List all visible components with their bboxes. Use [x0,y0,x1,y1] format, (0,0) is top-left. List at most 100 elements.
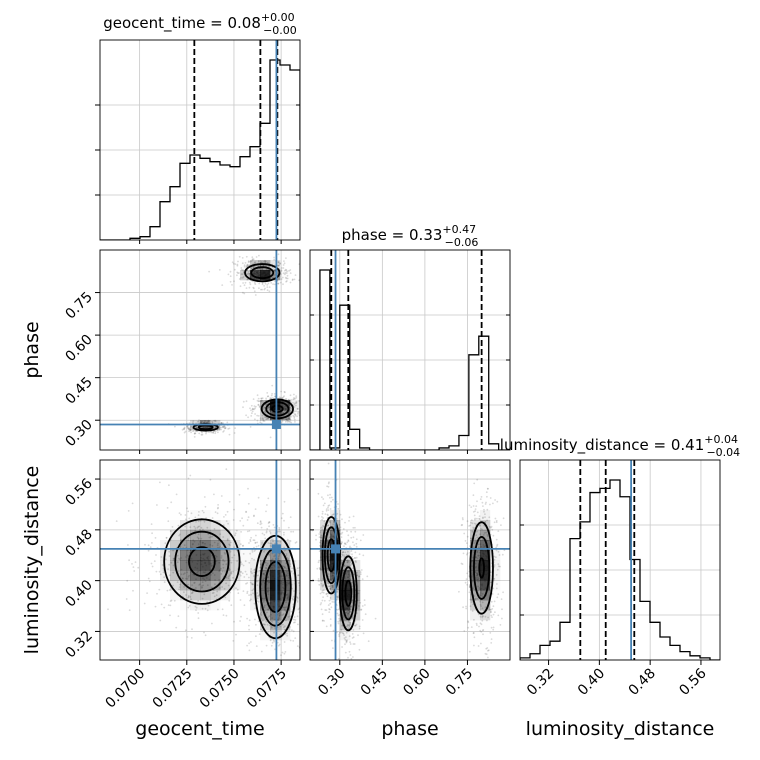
sample-point-geocent_time-vs-luminosity_distance-1-359 [294,621,296,624]
sample-point-geocent_time-vs-phase-2-227 [208,270,211,273]
sample-point-geocent_time-vs-phase-1-68 [245,414,248,417]
histogram-luminosity_distance [520,479,720,660]
sample-point-geocent_time-vs-luminosity_distance-0-405 [159,573,162,576]
sample-point-phase-vs-luminosity_distance-0-176 [315,534,317,537]
sample-point-geocent_time-vs-luminosity_distance-1-308 [260,614,263,616]
sample-point-geocent_time-vs-luminosity_distance-1-527 [250,598,252,601]
sample-point-geocent_time-vs-luminosity_distance-0-263 [232,519,235,521]
sample-point-geocent_time-vs-phase-0-286 [221,426,224,429]
sample-point-phase-vs-luminosity_distance-1-36 [341,625,343,627]
sample-point-geocent_time-vs-phase-1-350 [264,411,267,413]
density-cell-geocent_time-vs-luminosity_distance-9-7 [190,580,201,591]
sample-point-geocent_time-vs-phase-0-115 [188,430,190,433]
sample-point-geocent_time-vs-phase-2-167 [264,260,267,263]
sample-point-geocent_time-vs-phase-2-210 [250,260,253,263]
sample-point-geocent_time-vs-phase-1-110 [280,412,283,414]
density-cell-geocent_time-vs-luminosity_distance-10-6 [200,590,211,601]
sample-point-geocent_time-vs-phase-0-20 [217,431,219,434]
sample-point-geocent_time-vs-phase-2-92 [258,282,261,285]
sample-point-geocent_time-vs-luminosity_distance-1-42 [251,583,254,586]
sample-point-phase-vs-luminosity_distance-2-370 [487,656,489,659]
sample-point-geocent_time-vs-luminosity_distance-1-551 [259,523,262,526]
sample-point-geocent_time-vs-luminosity_distance-1-303 [281,512,284,515]
sample-point-geocent_time-vs-luminosity_distance-1-457 [293,616,296,618]
sample-point-phase-vs-luminosity_distance-0-415 [322,596,324,598]
density-cell-geocent_time-vs-phase-19-4 [290,400,300,411]
sample-point-geocent_time-vs-luminosity_distance-1-70 [258,633,261,635]
sample-point-geocent_time-vs-luminosity_distance-1-416 [246,582,249,584]
sample-point-geocent_time-vs-phase-0-335 [195,426,198,429]
sample-point-geocent_time-vs-luminosity_distance-0-452 [177,570,180,573]
sample-point-geocent_time-vs-luminosity_distance-0-406 [184,525,187,528]
hist-panel-luminosity_distance: 0.32 0.40 0.48 0.56 [519,459,721,699]
sample-point-geocent_time-vs-phase-1-48 [284,410,286,413]
sample-point-phase-vs-luminosity_distance-2-238 [476,536,479,539]
density-cell-phase-vs-luminosity_distance-16-11 [470,540,481,551]
sample-point-phase-vs-luminosity_distance-1-121 [338,632,341,634]
density-cell-geocent_time-vs-luminosity_distance-18-9 [280,560,291,571]
sample-point-phase-vs-luminosity_distance-2-290 [470,601,473,603]
sample-point-phase-vs-luminosity_distance-2-382 [461,563,464,565]
sample-point-geocent_time-vs-phase-0-113 [224,427,227,429]
panel-frame-1-1 [309,249,511,451]
sample-point-phase-vs-luminosity_distance-1-464 [349,661,351,663]
sample-point-geocent_time-vs-phase-0-238 [191,427,194,430]
sample-point-geocent_time-vs-phase-1-63 [293,397,295,399]
sample-point-geocent_time-vs-phase-0-102 [218,428,221,431]
sample-point-geocent_time-vs-luminosity_distance-0-326 [200,585,203,587]
sample-point-geocent_time-vs-phase-1-247 [260,399,263,402]
sample-point-geocent_time-vs-luminosity_distance-0-200 [213,595,216,598]
sample-point-geocent_time-vs-luminosity_distance-0-438 [186,636,189,638]
sample-point-geocent_time-vs-luminosity_distance-1-236 [283,519,285,522]
sample-point-geocent_time-vs-luminosity_distance-1-31 [268,624,271,627]
sample-point-phase-vs-luminosity_distance-2-171 [475,534,478,537]
sample-point-geocent_time-vs-luminosity_distance-0-147 [177,524,180,527]
sample-point-geocent_time-vs-luminosity_distance-1-490 [286,634,289,637]
sample-point-geocent_time-vs-luminosity_distance-1-29 [257,574,259,577]
sample-point-phase-vs-luminosity_distance-1-246 [342,632,345,635]
sample-point-phase-vs-luminosity_distance-1-115 [361,619,364,621]
sample-point-phase-vs-luminosity_distance-2-223 [474,510,476,512]
sample-point-phase-vs-luminosity_distance-0-549 [325,528,328,531]
sample-point-phase-vs-luminosity_distance-2-356 [487,649,489,652]
sample-point-phase-vs-luminosity_distance-1-314 [344,643,346,646]
sample-point-geocent_time-vs-luminosity_distance-0-444 [168,550,171,553]
sample-point-geocent_time-vs-phase-2-69 [229,280,232,283]
sample-point-geocent_time-vs-phase-2-37 [293,278,296,281]
sample-point-geocent_time-vs-luminosity_distance-0-437 [127,544,129,546]
sample-point-phase-vs-luminosity_distance-0-174 [332,513,334,516]
sample-point-phase-vs-luminosity_distance-2-295 [477,580,480,583]
sample-point-geocent_time-vs-phase-1-212 [267,407,270,410]
sample-point-geocent_time-vs-phase-0-194 [213,419,216,422]
sample-point-geocent_time-vs-phase-2-160 [238,255,241,258]
sample-point-phase-vs-luminosity_distance-0-34 [333,601,335,603]
sample-point-phase-vs-luminosity_distance-0-107 [327,494,329,497]
sample-point-geocent_time-vs-luminosity_distance-1-385 [283,565,286,568]
sample-point-geocent_time-vs-phase-2-6 [280,267,283,269]
sample-point-phase-vs-luminosity_distance-2-11 [497,530,500,532]
sample-point-phase-vs-luminosity_distance-0-215 [336,596,339,599]
contour-geocent_time-vs-phase-1-2 [271,404,284,413]
sample-point-geocent_time-vs-phase-2-77 [271,266,274,269]
sample-point-geocent_time-vs-phase-1-253 [256,399,259,402]
sample-point-geocent_time-vs-phase-2-353 [257,265,259,267]
sample-point-geocent_time-vs-phase-1-452 [274,395,276,398]
contours-geocent_time-vs-phase [192,263,294,432]
sample-point-phase-vs-luminosity_distance-2-162 [468,585,471,588]
sample-point-geocent_time-vs-phase-1-492 [290,415,292,418]
sample-point-geocent_time-vs-phase-1-343 [290,407,293,410]
sample-point-geocent_time-vs-phase-1-488 [293,393,295,396]
sample-point-geocent_time-vs-phase-2-214 [241,262,244,265]
sample-point-phase-vs-luminosity_distance-1-268 [346,611,349,613]
sample-point-phase-vs-luminosity_distance-1-78 [347,616,350,618]
sample-point-geocent_time-vs-luminosity_distance-1-141 [273,631,275,634]
sample-point-phase-vs-luminosity_distance-2-161 [486,535,489,538]
sample-point-geocent_time-vs-luminosity_distance-0-292 [196,536,199,539]
density-cell-geocent_time-vs-luminosity_distance-8-9 [180,560,191,571]
sample-point-geocent_time-vs-phase-0-272 [219,427,221,429]
sample-point-geocent_time-vs-phase-0-332 [189,429,192,432]
sample-point-geocent_time-vs-luminosity_distance-0-350 [212,591,215,594]
sample-point-geocent_time-vs-luminosity_distance-1-484 [268,553,271,556]
density-cell-phase-vs-luminosity_distance-1-8 [320,570,331,581]
sample-point-geocent_time-vs-luminosity_distance-1-590 [251,589,254,592]
